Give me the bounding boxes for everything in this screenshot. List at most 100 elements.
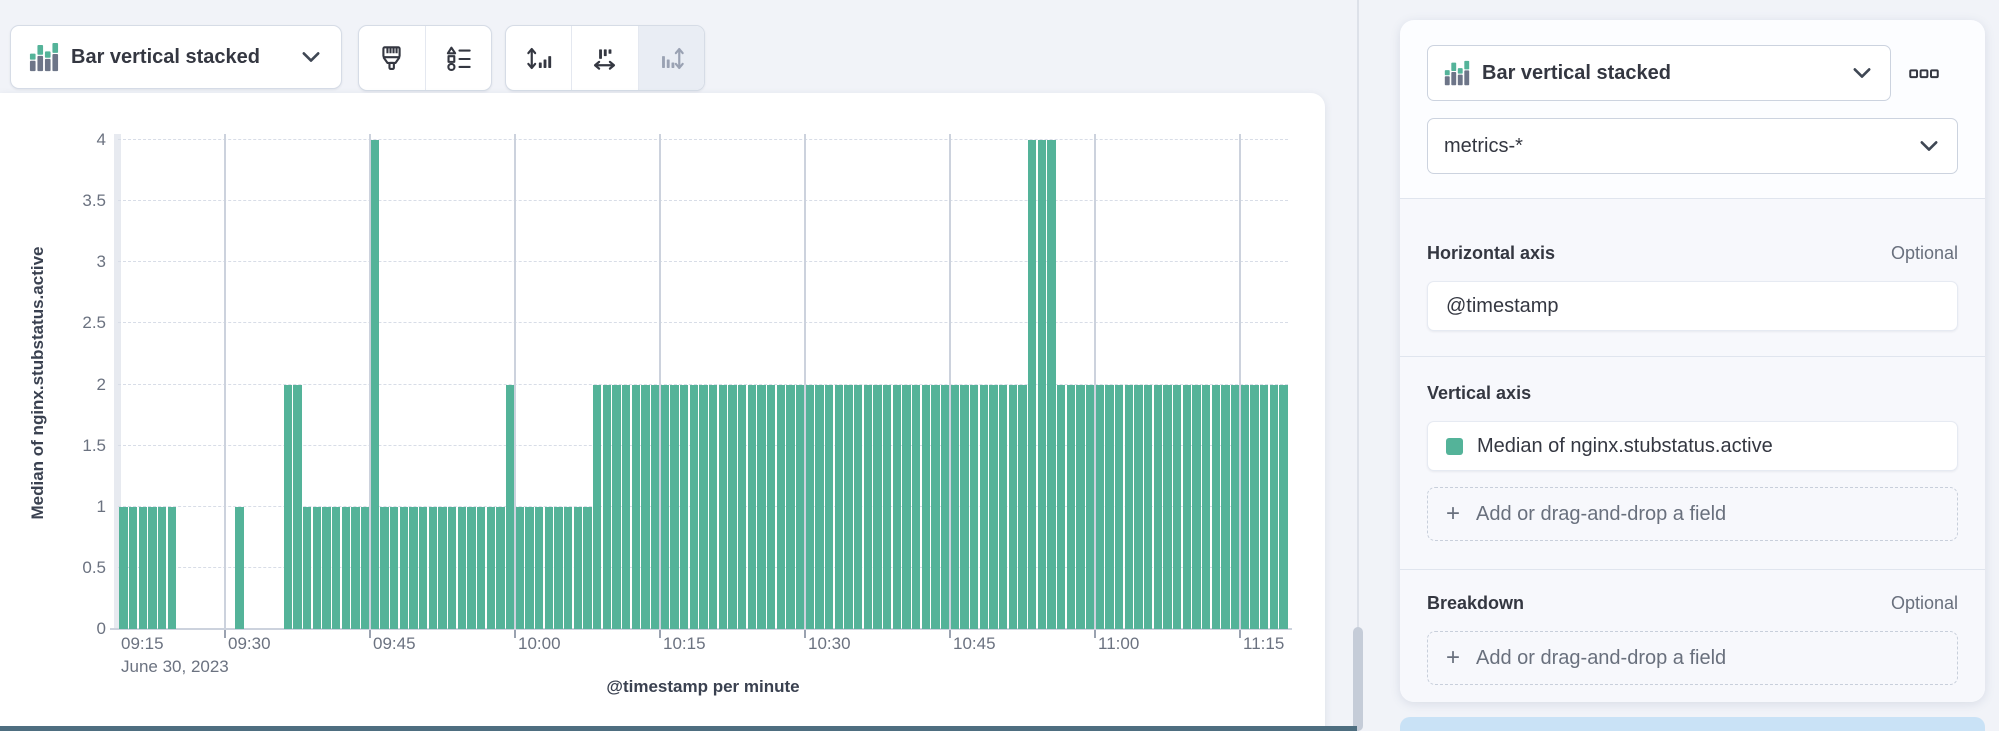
bar[interactable]	[554, 506, 563, 629]
bar[interactable]	[525, 506, 534, 629]
horizontal-axis-button[interactable]	[571, 26, 637, 90]
bar[interactable]	[921, 384, 930, 629]
bar[interactable]	[1008, 384, 1017, 629]
data-view-select[interactable]: metrics-*	[1427, 118, 1958, 174]
bar[interactable]	[970, 384, 979, 629]
bar[interactable]	[602, 384, 611, 629]
bar[interactable]	[544, 506, 553, 629]
bottom-resize-bar[interactable]	[0, 726, 1357, 731]
bar[interactable]	[1240, 384, 1249, 629]
bar[interactable]	[457, 506, 466, 629]
bar[interactable]	[979, 384, 988, 629]
bar[interactable]	[1028, 140, 1037, 629]
layer-settings-button[interactable]	[1902, 53, 1946, 93]
bar[interactable]	[912, 384, 921, 629]
bar[interactable]	[515, 506, 524, 629]
bar[interactable]	[1124, 384, 1133, 629]
bar[interactable]	[1086, 384, 1095, 629]
bar[interactable]	[805, 384, 814, 629]
bar[interactable]	[1260, 384, 1269, 629]
bar[interactable]	[1163, 384, 1172, 629]
bar[interactable]	[428, 506, 437, 629]
bar[interactable]	[1057, 384, 1066, 629]
bar[interactable]	[873, 384, 882, 629]
bar[interactable]	[167, 506, 176, 629]
bar[interactable]	[631, 384, 640, 629]
bar[interactable]	[622, 384, 631, 629]
bar[interactable]	[119, 506, 128, 629]
bar[interactable]	[989, 384, 998, 629]
bar[interactable]	[438, 506, 447, 629]
bar[interactable]	[651, 384, 660, 629]
bar[interactable]	[573, 506, 582, 629]
panel-chart-type-select[interactable]: Bar vertical stacked	[1427, 45, 1891, 101]
vertical-axis-add-field-button[interactable]: + Add or drag-and-drop a field	[1427, 487, 1958, 541]
bar[interactable]	[1095, 384, 1104, 629]
bar[interactable]	[535, 506, 544, 629]
bar[interactable]	[158, 506, 167, 629]
bar[interactable]	[593, 384, 602, 629]
bar[interactable]	[738, 384, 747, 629]
bar[interactable]	[892, 384, 901, 629]
bar[interactable]	[370, 140, 379, 629]
breakdown-add-field-button[interactable]: + Add or drag-and-drop a field	[1427, 631, 1958, 685]
bar[interactable]	[844, 384, 853, 629]
bar[interactable]	[506, 384, 515, 629]
bar[interactable]	[747, 384, 756, 629]
bar[interactable]	[1231, 384, 1240, 629]
bar[interactable]	[786, 384, 795, 629]
bar[interactable]	[380, 506, 389, 629]
bar[interactable]	[322, 506, 331, 629]
paintbrush-button[interactable]	[359, 26, 425, 90]
bar[interactable]	[409, 506, 418, 629]
bar[interactable]	[718, 384, 727, 629]
bar[interactable]	[1153, 384, 1162, 629]
bar[interactable]	[1018, 384, 1027, 629]
bar[interactable]	[931, 384, 940, 629]
bar[interactable]	[1221, 384, 1230, 629]
bar[interactable]	[332, 506, 341, 629]
bar[interactable]	[950, 384, 959, 629]
bar[interactable]	[448, 506, 457, 629]
bar[interactable]	[467, 506, 476, 629]
scrollbar-thumb[interactable]	[1353, 627, 1363, 731]
bar[interactable]	[1047, 140, 1056, 629]
bar[interactable]	[641, 384, 650, 629]
bar[interactable]	[1134, 384, 1143, 629]
bar[interactable]	[999, 384, 1008, 629]
bar[interactable]	[293, 384, 302, 629]
bar[interactable]	[399, 506, 408, 629]
bar[interactable]	[1066, 384, 1075, 629]
bar[interactable]	[129, 506, 138, 629]
bar[interactable]	[235, 506, 244, 629]
bar[interactable]	[1192, 384, 1201, 629]
bar[interactable]	[834, 384, 843, 629]
bar[interactable]	[283, 384, 292, 629]
bar[interactable]	[1115, 384, 1124, 629]
bar[interactable]	[1269, 384, 1278, 629]
bar[interactable]	[496, 506, 505, 629]
bar[interactable]	[854, 384, 863, 629]
bar[interactable]	[303, 506, 312, 629]
bar[interactable]	[564, 506, 573, 629]
chart-type-selector[interactable]: Bar vertical stacked	[10, 25, 342, 89]
bar[interactable]	[1182, 384, 1191, 629]
bar[interactable]	[351, 506, 360, 629]
bar[interactable]	[1037, 140, 1046, 629]
bar[interactable]	[660, 384, 669, 629]
bar[interactable]	[776, 384, 785, 629]
bar[interactable]	[941, 384, 950, 629]
bar[interactable]	[477, 506, 486, 629]
bar[interactable]	[767, 384, 776, 629]
bar[interactable]	[883, 384, 892, 629]
bar[interactable]	[1105, 384, 1114, 629]
vertical-axis-button[interactable]	[506, 26, 571, 90]
bar[interactable]	[825, 384, 834, 629]
bar[interactable]	[341, 506, 350, 629]
bar[interactable]	[486, 506, 495, 629]
bar[interactable]	[863, 384, 872, 629]
bar[interactable]	[960, 384, 969, 629]
bar[interactable]	[1279, 384, 1288, 629]
bar[interactable]	[1211, 384, 1220, 629]
bar[interactable]	[1144, 384, 1153, 629]
